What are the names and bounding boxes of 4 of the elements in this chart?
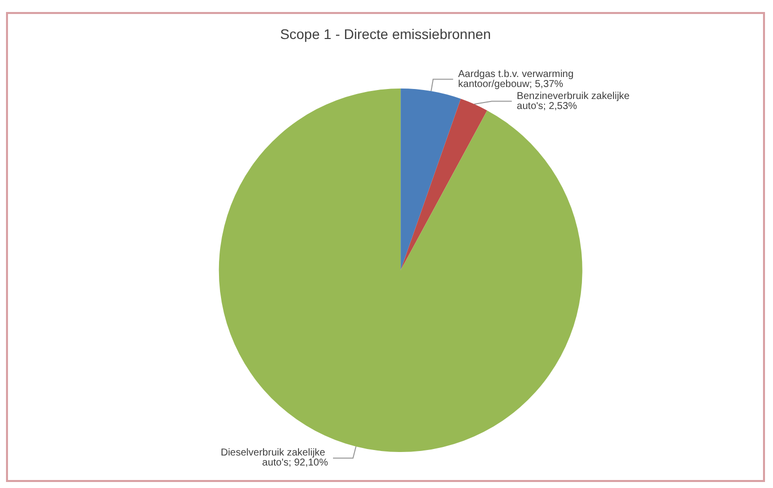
chart-title: Scope 1 - Directe emissiebronnen (280, 26, 491, 42)
slice-label: Aardgas t.b.v. verwarming kantoor/gebouw; 5,37% (458, 68, 576, 90)
slice-label: Benzineverbruik zakelijke auto's; 2,53% (516, 90, 632, 112)
slice-label: Dieselverbruik zakelijke auto's; 92,10% (220, 448, 328, 469)
